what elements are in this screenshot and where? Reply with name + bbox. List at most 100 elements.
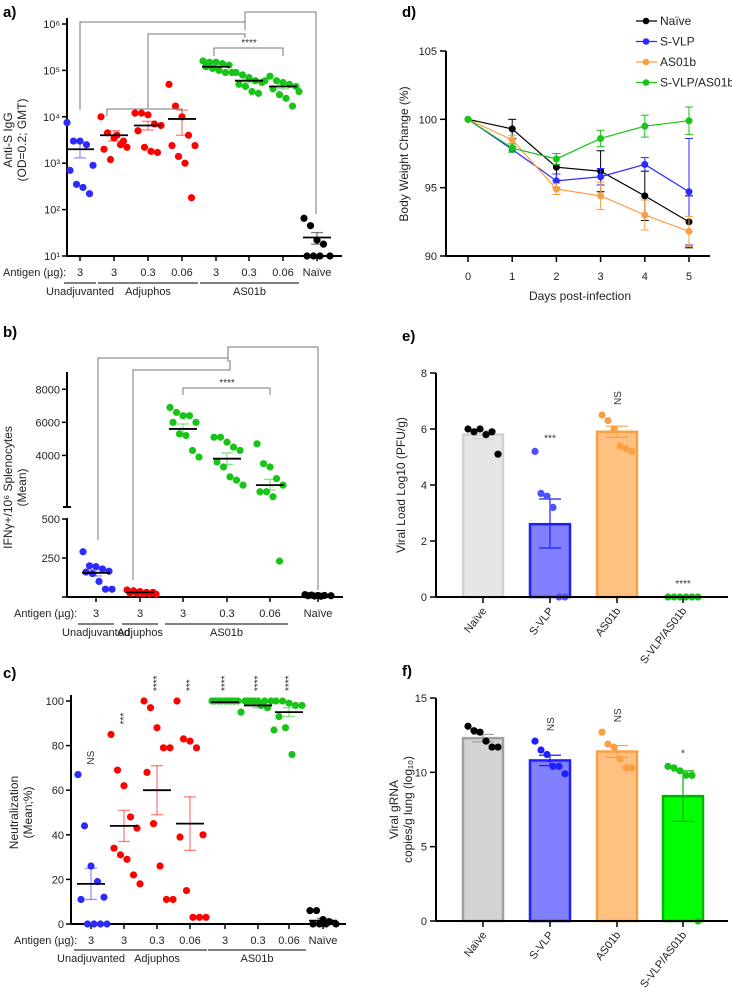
data-point [552, 185, 560, 193]
adjuvant-group-label: AS01b [240, 953, 273, 965]
x-tick-label: 0.3 [149, 935, 164, 947]
data-point [96, 920, 105, 928]
data-point [216, 433, 225, 441]
data-point [69, 137, 78, 145]
data-point [107, 730, 115, 739]
data-point [306, 222, 315, 230]
data-point [482, 431, 490, 439]
data-point [549, 503, 557, 511]
data-point [464, 115, 472, 123]
y-tick-label: 4000 [36, 450, 60, 462]
data-point [476, 425, 484, 433]
x-tick-label: S-VLP [527, 929, 556, 961]
data-point [470, 727, 478, 735]
data-point [156, 862, 164, 870]
legend-marker [642, 79, 650, 86]
significance-label: * [681, 748, 685, 759]
data-point [101, 585, 110, 593]
data-point [267, 697, 275, 705]
data-point [494, 450, 502, 458]
y-tick-label: 15 [415, 693, 427, 705]
data-point [597, 173, 605, 181]
x-tick-label: 0.06 [272, 267, 293, 279]
legend-marker [642, 17, 650, 25]
data-point [272, 474, 281, 483]
x-tick-label: 0.3 [219, 608, 234, 620]
data-point [116, 851, 125, 859]
data-point [641, 122, 649, 130]
data-point [303, 252, 311, 260]
panel-label-e: e) [402, 328, 415, 345]
data-point [306, 907, 314, 915]
x-tick-label: 0.06 [179, 935, 200, 947]
x-tick-label: 1 [509, 271, 515, 283]
antigen-label: Antigen (µg): [14, 608, 77, 620]
data-point [275, 713, 283, 721]
data-point [641, 160, 649, 168]
x-tick-label: 3 [213, 267, 219, 279]
data-point [149, 820, 158, 828]
y-tick-label: 20 [52, 874, 64, 886]
data-point [195, 453, 203, 461]
y-tick-label: 8000 [36, 384, 60, 396]
data-point [470, 428, 478, 436]
data-point [176, 833, 184, 841]
adjuvant-group-label: AS01b [233, 286, 266, 298]
adjuvant-group-label: Adjuphos [117, 627, 163, 639]
data-point [90, 920, 98, 928]
data-point [253, 440, 261, 448]
data-point [237, 708, 245, 716]
data-point [134, 127, 142, 135]
y-tick-label: 10⁴ [43, 112, 60, 124]
data-point [676, 767, 684, 775]
data-point [288, 750, 296, 759]
x-tick-label: 0.3 [250, 935, 265, 947]
significance-label: **** [241, 38, 257, 49]
data-point [259, 460, 268, 468]
data-point [549, 762, 557, 770]
data-point [79, 183, 87, 192]
series-line [467, 118, 690, 193]
data-point [166, 744, 174, 752]
data-point [169, 418, 177, 426]
y-tick-label: 10¹ [44, 251, 60, 263]
data-point [597, 192, 605, 200]
x-tick-label: S-VLP/AS01b [638, 929, 689, 990]
x-tick-label: S-VLP/AS01b [638, 605, 689, 666]
data-point [95, 577, 103, 586]
comparison-bracket [147, 33, 246, 108]
y-axis-label: Viral Load Log10 (PFU/g) [394, 417, 408, 553]
y-axis-label: IFNγ+/10⁶ Splenocytes [1, 426, 15, 549]
data-point [165, 80, 173, 88]
data-point [543, 492, 551, 500]
y-tick-label: 8 [421, 368, 427, 380]
data-point [597, 134, 605, 142]
data-point [685, 117, 693, 125]
data-point [256, 488, 264, 496]
data-point [482, 737, 490, 745]
data-point [604, 417, 612, 425]
comparison-bracket [97, 357, 228, 540]
data-point [239, 481, 247, 489]
significance-label: **** [220, 675, 231, 691]
data-point [210, 433, 218, 441]
data-point [85, 190, 94, 198]
comparison-bracket [182, 387, 271, 395]
significance-label: NS [86, 750, 97, 764]
y-tick-label: 0 [421, 592, 427, 604]
data-point [476, 728, 484, 736]
x-tick-label: 3 [77, 267, 83, 279]
y-tick-label: 100 [46, 696, 64, 708]
y-axis-label: Neutralization [7, 776, 21, 849]
adjuvant-group-label: AS01b [210, 627, 243, 639]
data-point [561, 770, 569, 778]
data-point [146, 704, 155, 712]
data-point [322, 920, 330, 928]
significance-label: *** [185, 679, 196, 691]
data-point [232, 68, 240, 77]
data-point [225, 61, 233, 69]
data-point [628, 447, 636, 455]
data-point [218, 60, 227, 68]
data-point [232, 476, 241, 484]
data-point [126, 813, 135, 821]
